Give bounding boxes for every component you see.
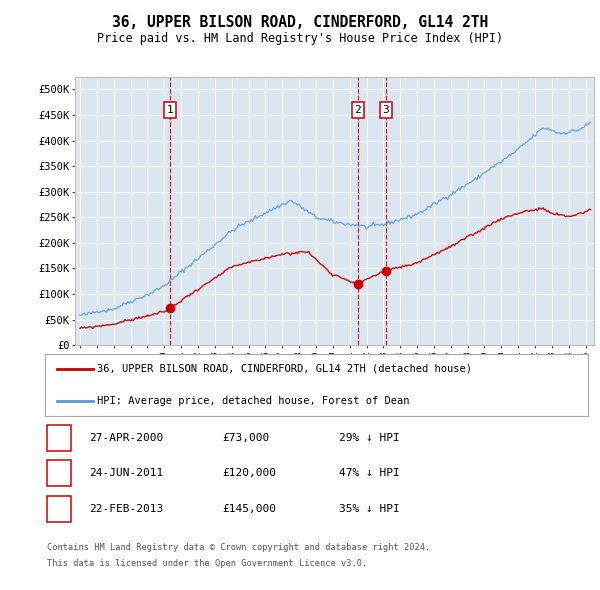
Text: 36, UPPER BILSON ROAD, CINDERFORD, GL14 2TH: 36, UPPER BILSON ROAD, CINDERFORD, GL14 … [112, 15, 488, 30]
Text: Contains HM Land Registry data © Crown copyright and database right 2024.: Contains HM Land Registry data © Crown c… [47, 543, 430, 552]
Text: £120,000: £120,000 [222, 468, 276, 478]
Text: 36, UPPER BILSON ROAD, CINDERFORD, GL14 2TH (detached house): 36, UPPER BILSON ROAD, CINDERFORD, GL14 … [97, 364, 472, 373]
Text: 2: 2 [55, 467, 62, 480]
Text: 1: 1 [166, 105, 173, 115]
Text: 1: 1 [55, 431, 62, 444]
Text: 29% ↓ HPI: 29% ↓ HPI [339, 433, 400, 442]
Text: 47% ↓ HPI: 47% ↓ HPI [339, 468, 400, 478]
Text: 3: 3 [383, 105, 389, 115]
Text: This data is licensed under the Open Government Licence v3.0.: This data is licensed under the Open Gov… [47, 559, 367, 568]
Text: £73,000: £73,000 [222, 433, 269, 442]
Text: Price paid vs. HM Land Registry's House Price Index (HPI): Price paid vs. HM Land Registry's House … [97, 32, 503, 45]
Text: 3: 3 [55, 502, 62, 515]
Text: 22-FEB-2013: 22-FEB-2013 [89, 504, 163, 513]
Text: 35% ↓ HPI: 35% ↓ HPI [339, 504, 400, 513]
Text: 27-APR-2000: 27-APR-2000 [89, 433, 163, 442]
Text: 24-JUN-2011: 24-JUN-2011 [89, 468, 163, 478]
Text: £145,000: £145,000 [222, 504, 276, 513]
Text: 2: 2 [355, 105, 361, 115]
Text: HPI: Average price, detached house, Forest of Dean: HPI: Average price, detached house, Fore… [97, 396, 410, 406]
